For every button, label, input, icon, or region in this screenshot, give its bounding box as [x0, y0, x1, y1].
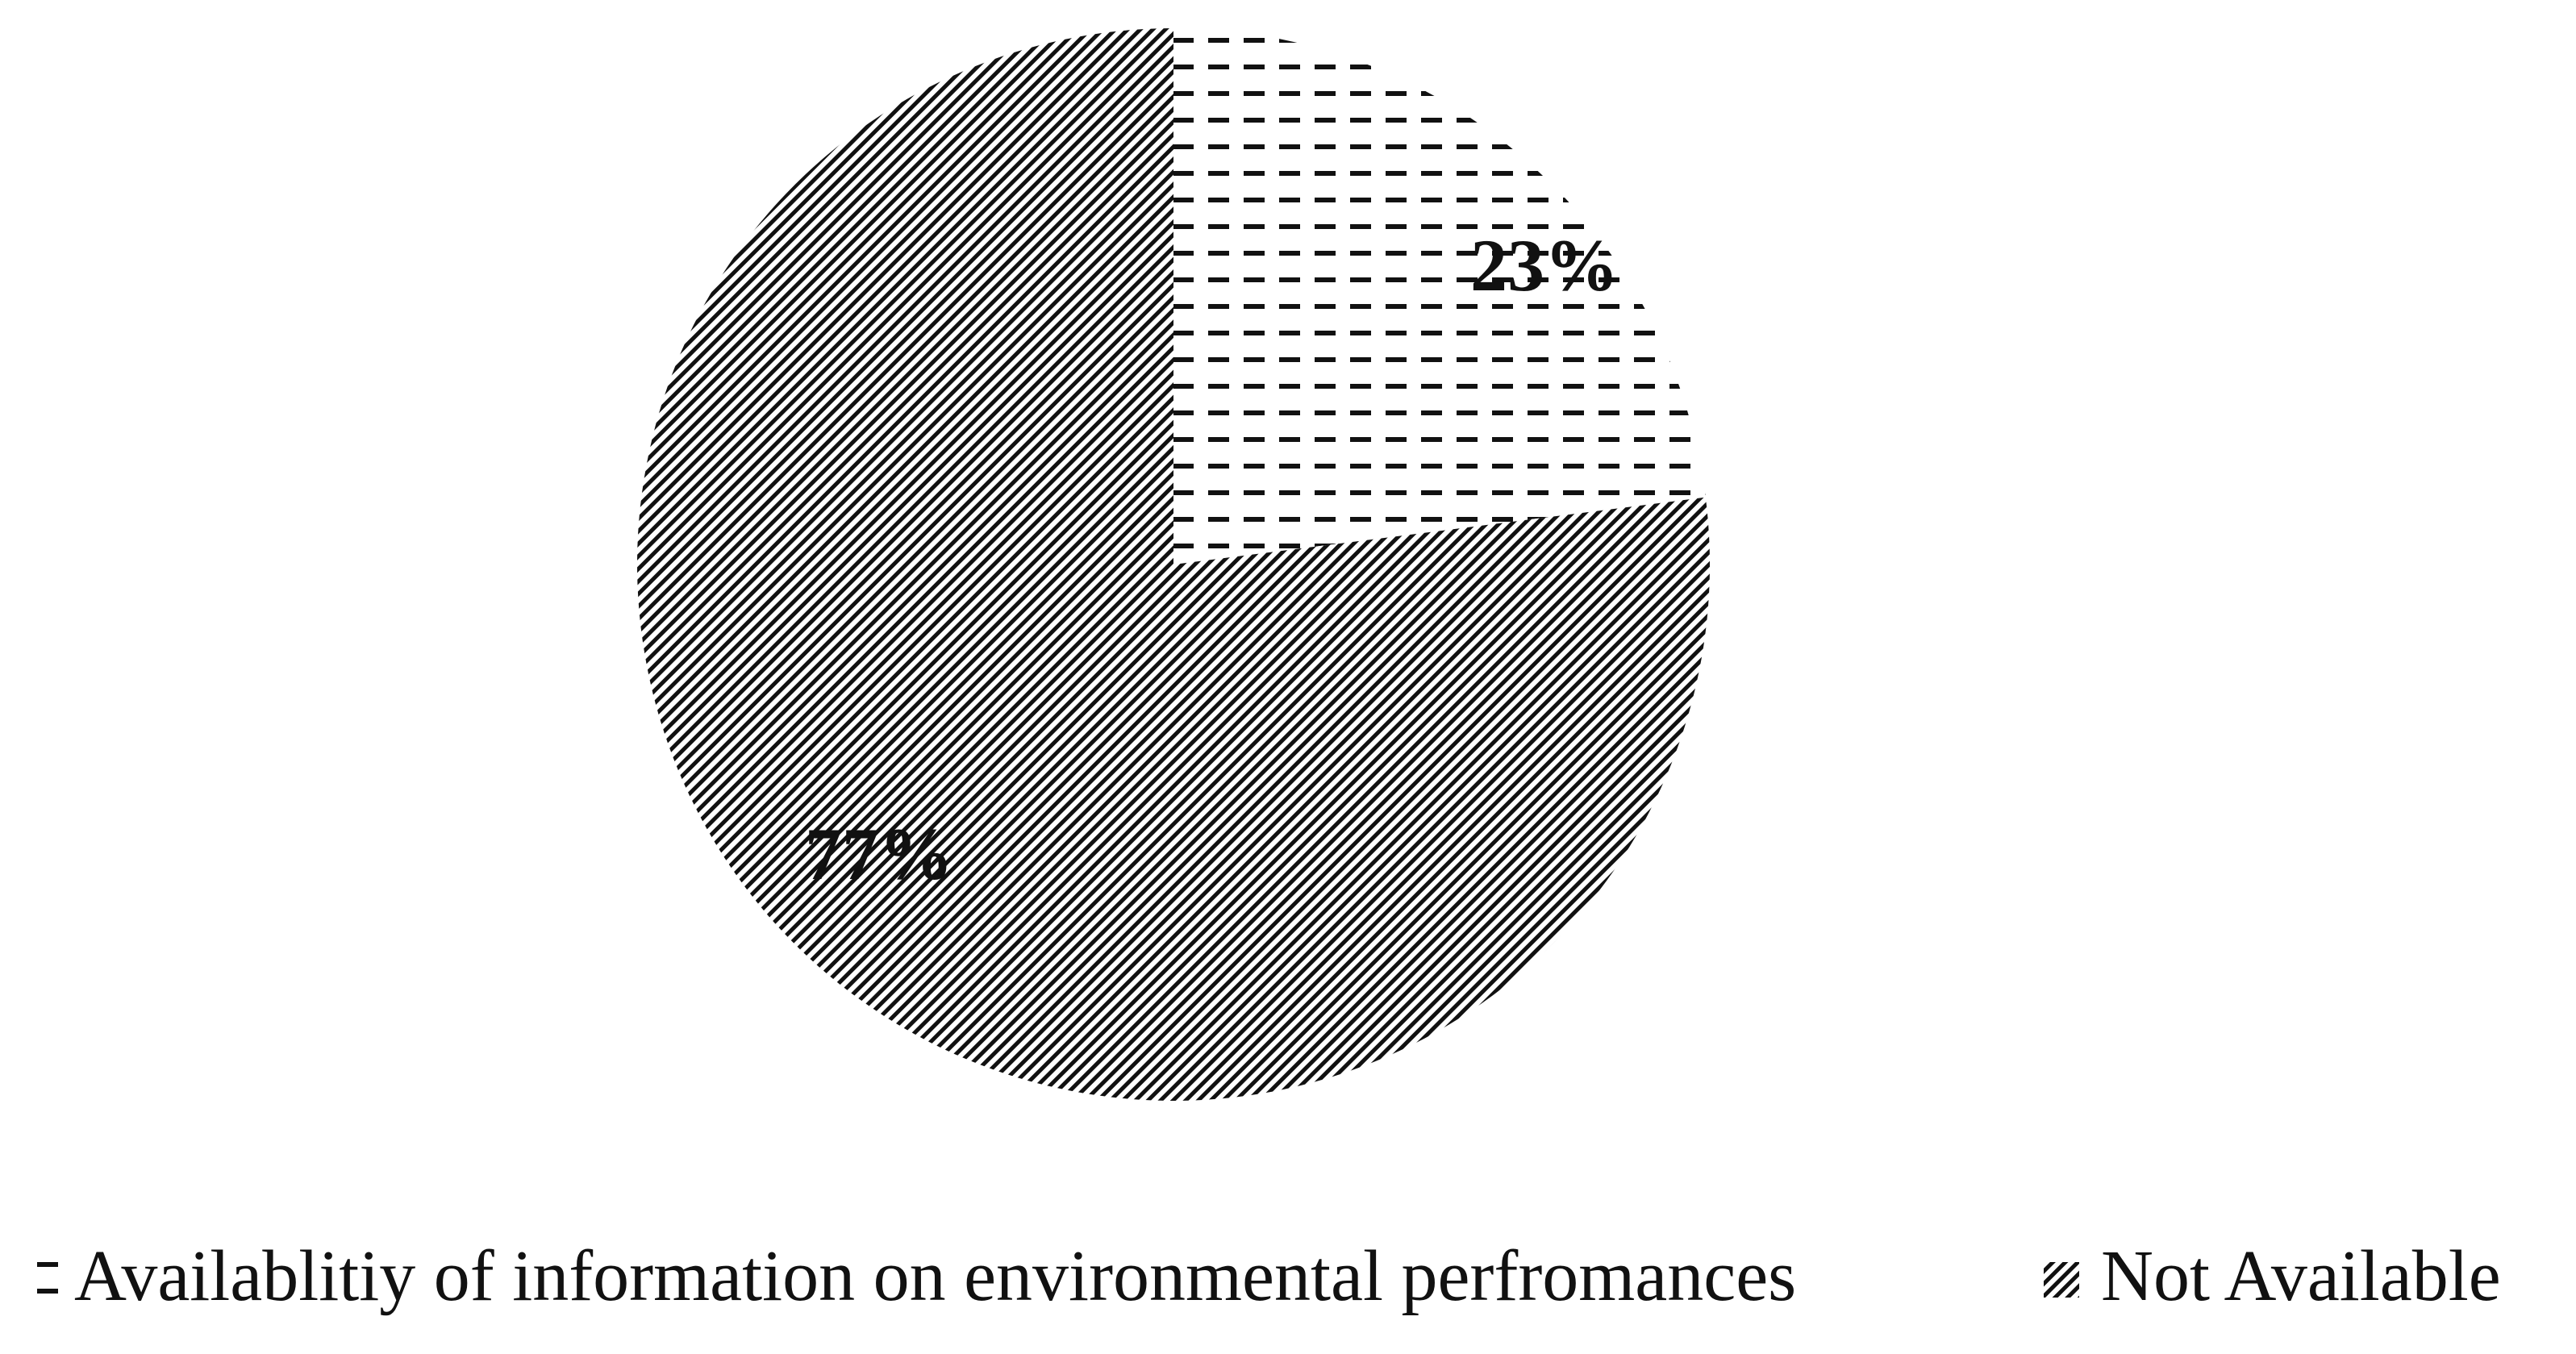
pie-slices — [637, 28, 1710, 1101]
legend-swatch-availability — [24, 1262, 60, 1298]
legend-swatch-not-available — [2044, 1262, 2079, 1298]
pie-slice-not-available — [637, 28, 1710, 1101]
legend-label-not-available: Not Available — [2101, 1236, 2501, 1316]
pie-value-label-not-available: 77% — [805, 813, 953, 895]
pie-value-label-availability: 23% — [1470, 224, 1619, 306]
legend: Availablitiy of information on environme… — [24, 1236, 2501, 1316]
pie-value-labels: 23% 77% — [805, 224, 1619, 895]
legend-label-availability: Availablitiy of information on environme… — [74, 1236, 1796, 1316]
pie-slice-availability — [1173, 28, 1706, 565]
